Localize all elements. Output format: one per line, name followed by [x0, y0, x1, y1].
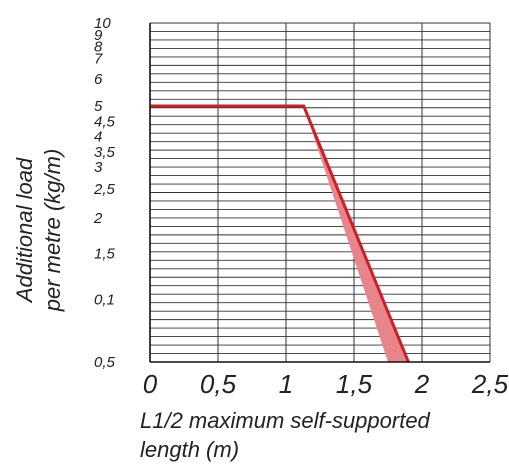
y-tick-label: 8 — [94, 39, 103, 56]
y-axis-title-line-1: Additional load — [12, 157, 37, 304]
y-tick-label: 0,1 — [94, 291, 115, 308]
axes — [149, 23, 490, 363]
x-tick-label: 0 — [143, 369, 158, 399]
y-tick-label: 2,5 — [93, 181, 116, 198]
x-axis-title-line-1: L1/2 maximum self-supported — [140, 408, 431, 433]
y-tick-label: 1,5 — [94, 246, 116, 263]
x-tick-labels: 0 0,5 1 1,5 2 2,5 — [143, 369, 509, 399]
grid — [149, 22, 491, 363]
x-tick-label: 2 — [414, 369, 430, 399]
x-tick-label: 2,5 — [471, 369, 509, 399]
x-tick-label: 1 — [279, 369, 293, 399]
x-tick-label: 0,5 — [200, 369, 237, 399]
series-line-1 — [150, 104, 410, 363]
y-tick-label: 7 — [94, 51, 103, 68]
y-tick-label: 3 — [94, 159, 103, 176]
y-tick-label: 9 — [94, 27, 103, 44]
y-tick-label: 10 — [94, 15, 111, 32]
series-layer — [149, 104, 410, 363]
y-tick-label: 4 — [94, 129, 102, 146]
y-tick-label: 3,5 — [94, 144, 116, 161]
y-tick-label: 4,5 — [94, 113, 116, 130]
y-tick-label: 6 — [94, 71, 103, 88]
y-axis-title: Additional load per metre (kg/m) — [12, 149, 65, 313]
x-tick-label: 1,5 — [336, 369, 373, 399]
y-axis-title-line-2: per metre (kg/m) — [40, 149, 65, 313]
y-tick-label: 5 — [94, 98, 103, 115]
y-tick-label: 2 — [93, 210, 103, 227]
x-axis-title-line-2: length (m) — [140, 437, 239, 462]
y-tick-label: 0,5 — [94, 354, 116, 371]
